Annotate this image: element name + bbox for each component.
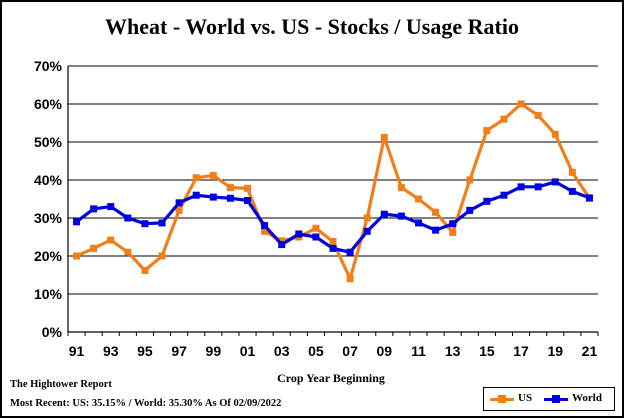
data-point-world <box>414 219 422 227</box>
data-point-world <box>312 233 320 241</box>
legend: US World <box>483 387 615 411</box>
data-point-us <box>534 111 542 119</box>
data-point-world <box>329 244 337 252</box>
data-point-us <box>397 184 405 192</box>
y-tick-label: 50% <box>34 134 63 150</box>
x-axis-label: Crop Year Beginning <box>277 371 385 385</box>
data-point-world <box>158 219 166 227</box>
most-recent-label: Most Recent: US: 35.15% / World: 35.30% … <box>10 398 282 409</box>
data-point-us <box>329 238 337 246</box>
data-point-us <box>244 184 252 192</box>
data-point-us <box>414 195 422 203</box>
x-tick-label: 19 <box>547 343 563 359</box>
data-point-world <box>397 212 405 220</box>
data-point-world <box>278 241 286 249</box>
data-point-us <box>73 252 81 260</box>
x-tick-label: 11 <box>411 343 426 359</box>
data-point-us <box>449 228 457 236</box>
x-tick-label: 01 <box>240 343 256 359</box>
y-tick-label: 30% <box>34 210 63 226</box>
data-point-us <box>209 171 217 179</box>
x-tick-label: 03 <box>274 343 290 359</box>
x-tick-label: 07 <box>342 343 358 359</box>
data-point-world <box>175 199 183 207</box>
data-point-world <box>363 227 371 235</box>
data-point-world <box>295 230 303 238</box>
data-point-world <box>551 178 559 186</box>
legend-label-us: US <box>518 392 533 404</box>
data-point-us <box>192 174 200 182</box>
data-point-world <box>483 197 491 205</box>
x-tick-label: 21 <box>582 343 598 359</box>
x-tick-label: 15 <box>479 343 495 359</box>
data-point-world <box>141 220 149 228</box>
chart-title: Wheat - World vs. US - Stocks / Usage Ra… <box>105 14 519 39</box>
data-point-world <box>261 222 269 230</box>
x-tick-label: 13 <box>445 343 461 359</box>
y-tick-label: 70% <box>34 58 63 74</box>
data-point-world <box>73 218 81 226</box>
data-point-world <box>534 183 542 191</box>
source-label: The Hightower Report <box>10 379 112 390</box>
data-point-us <box>568 168 576 176</box>
legend-label-world: World <box>572 392 602 404</box>
x-tick-label: 05 <box>308 343 324 359</box>
data-point-us <box>380 133 388 141</box>
data-point-world <box>432 226 440 234</box>
legend-marker-world <box>552 395 560 403</box>
data-point-world <box>500 191 508 199</box>
x-tick-label: 95 <box>137 343 153 359</box>
data-point-world <box>226 194 234 202</box>
x-tick-label: 91 <box>69 343 85 359</box>
y-tick-label: 60% <box>34 96 63 112</box>
data-point-world <box>517 183 525 191</box>
data-point-world <box>124 214 132 222</box>
data-point-us <box>500 115 508 123</box>
data-point-us <box>124 248 132 256</box>
data-point-world <box>585 194 593 202</box>
data-point-us <box>107 236 115 244</box>
data-point-world <box>90 205 98 213</box>
data-point-us <box>363 214 371 222</box>
data-point-us <box>158 252 166 260</box>
legend-marker-us <box>498 395 506 403</box>
y-tick-label: 0% <box>42 324 63 340</box>
data-point-us <box>278 237 286 245</box>
data-point-us <box>90 244 98 252</box>
data-point-us <box>141 266 149 274</box>
data-point-world <box>466 206 474 214</box>
data-point-world <box>192 191 200 199</box>
x-tick-label: 09 <box>377 343 393 359</box>
data-point-us <box>483 127 491 135</box>
x-tick-label: 97 <box>171 343 187 359</box>
data-point-us <box>517 100 525 108</box>
data-point-us <box>175 206 183 214</box>
data-point-us <box>466 176 474 184</box>
data-point-world <box>380 210 388 218</box>
x-tick-label: 93 <box>103 343 119 359</box>
x-tick-label: 17 <box>513 343 529 359</box>
y-tick-label: 40% <box>34 172 63 188</box>
y-tick-label: 10% <box>34 286 63 302</box>
data-point-us <box>261 227 269 235</box>
data-point-world <box>244 197 252 205</box>
data-point-us <box>226 184 234 192</box>
data-point-us <box>312 224 320 232</box>
data-point-us <box>346 275 354 283</box>
data-point-us <box>432 208 440 216</box>
data-point-world <box>568 187 576 195</box>
data-point-world <box>209 193 217 201</box>
data-point-world <box>346 248 354 256</box>
x-tick-label: 99 <box>206 343 222 359</box>
data-point-world <box>449 220 457 228</box>
y-tick-label: 20% <box>34 248 63 264</box>
data-point-world <box>107 203 115 211</box>
data-point-us <box>551 130 559 138</box>
